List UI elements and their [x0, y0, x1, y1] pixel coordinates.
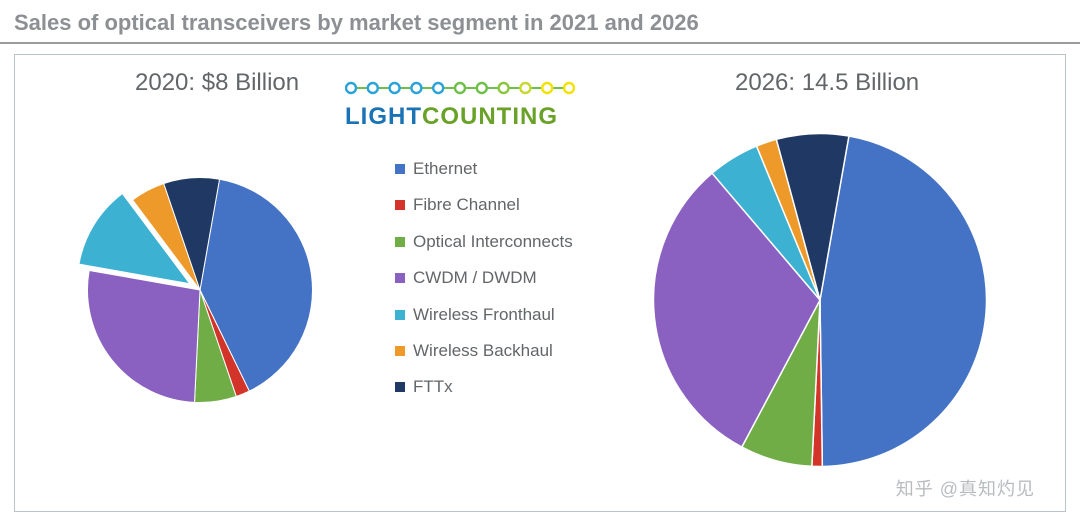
pie-slice-ethernet — [820, 136, 987, 466]
legend-label-fttx: FTTx — [413, 377, 453, 397]
legend-item-ethernet: Ethernet — [395, 159, 595, 179]
pie-chart-2020 — [75, 165, 325, 415]
lightcounting-logo: LIGHTCOUNTING — [345, 73, 575, 137]
legend-item-backhaul: Wireless Backhaul — [395, 341, 595, 361]
legend-swatch-ethernet — [395, 164, 405, 174]
legend-label-cwdmdwdm: CWDM / DWDM — [413, 268, 537, 288]
pie-left-title: 2020: $8 Billion — [135, 69, 299, 97]
legend-item-fibrechannel: Fibre Channel — [395, 195, 595, 215]
logo-word-counting: COUNTING — [422, 103, 558, 130]
legend-swatch-fttx — [395, 382, 405, 392]
pie-chart-2026 — [635, 115, 1005, 485]
chart-panel: 2020: $8 Billion 2026: 14.5 Billion LIGH… — [14, 54, 1066, 512]
logo-dots-icon — [345, 73, 575, 103]
legend-label-fronthaul: Wireless Fronthaul — [413, 305, 555, 325]
logo-wordmark: LIGHTCOUNTING — [345, 103, 558, 131]
legend-item-fttx: FTTx — [395, 377, 595, 397]
legend-swatch-cwdmdwdm — [395, 273, 405, 283]
legend-swatch-optical — [395, 237, 405, 247]
chart-title: Sales of optical transceivers by market … — [14, 10, 699, 35]
legend-item-fronthaul: Wireless Fronthaul — [395, 305, 595, 325]
legend-item-optical: Optical Interconnects — [395, 232, 595, 252]
legend-swatch-backhaul — [395, 346, 405, 356]
watermark-text: 知乎 @真知灼见 — [896, 475, 1035, 501]
chart-header: Sales of optical transceivers by market … — [0, 0, 1080, 44]
pie-slice-cwdmdwdm — [88, 270, 200, 402]
legend-label-ethernet: Ethernet — [413, 159, 477, 179]
logo-word-light: LIGHT — [345, 103, 422, 130]
legend-label-fibrechannel: Fibre Channel — [413, 195, 520, 215]
legend-swatch-fronthaul — [395, 310, 405, 320]
legend-label-backhaul: Wireless Backhaul — [413, 341, 553, 361]
pie-right-title: 2026: 14.5 Billion — [735, 69, 919, 97]
legend-label-optical: Optical Interconnects — [413, 232, 573, 252]
legend-item-cwdmdwdm: CWDM / DWDM — [395, 268, 595, 288]
legend: Ethernet Fibre Channel Optical Interconnec… — [395, 159, 595, 414]
legend-swatch-fibrechannel — [395, 200, 405, 210]
